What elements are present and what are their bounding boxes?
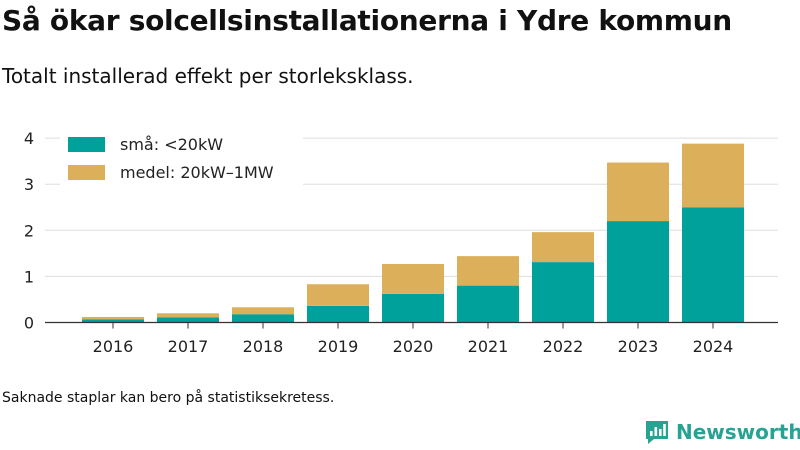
legend-label: små: <20kW: [120, 135, 223, 154]
legend-swatch: [68, 137, 105, 152]
bar-segment-medium: [457, 256, 519, 286]
legend-label: medel: 20kW–1MW: [120, 163, 274, 182]
bar-segment-small: [157, 317, 219, 323]
y-tick-label: 1: [24, 267, 34, 286]
x-tick-label: 2024: [693, 337, 734, 356]
legend: små: <20kW medel: 20kW–1MW: [60, 126, 303, 186]
x-tick-label: 2019: [318, 337, 359, 356]
x-tick-label: 2022: [543, 337, 584, 356]
x-axis: 2016 2017 2018 2019 2020 2021 2022 2023 2024: [93, 322, 734, 356]
bar-segment-small: [532, 262, 594, 323]
chart-subtitle: Totalt installerad effekt per storlekskl…: [2, 64, 414, 88]
x-tick-label: 2016: [93, 337, 134, 356]
bar-segment-medium: [307, 284, 369, 306]
bar-segment-small: [457, 285, 519, 323]
bar-segment-medium: [232, 307, 294, 315]
bar-segment-small: [382, 293, 444, 323]
bar-segment-medium: [532, 232, 594, 263]
brand-name: Newsworthy: [676, 420, 800, 444]
x-tick-label: 2021: [468, 337, 509, 356]
footnote: Saknade staplar kan bero på statistiksek…: [2, 390, 335, 406]
y-tick-label: 3: [24, 175, 34, 194]
bar-segment-medium: [682, 143, 744, 208]
x-tick-label: 2017: [168, 337, 209, 356]
bar-segment-medium: [82, 316, 144, 320]
chart-title: Så ökar solcellsinstallationerna i Ydre …: [2, 4, 732, 37]
legend-swatch: [68, 165, 105, 180]
bar-segment-small: [232, 314, 294, 323]
y-tick-label: 0: [24, 314, 34, 333]
y-tick-label: 2: [24, 221, 34, 240]
x-tick-label: 2018: [243, 337, 284, 356]
y-axis: 0 1 2 3 4: [24, 129, 34, 332]
brand-logo[interactable]: Newsworthy: [644, 419, 800, 445]
bar-segment-medium: [382, 263, 444, 294]
bar-segment-small: [82, 319, 144, 323]
bar-segment-small: [307, 305, 369, 323]
bars: [82, 143, 744, 323]
y-tick-label: 4: [24, 129, 34, 148]
x-tick-label: 2020: [393, 337, 434, 356]
bar-segment-medium: [157, 313, 219, 318]
newsworthy-logo-icon: [646, 421, 668, 444]
bar-segment-medium: [607, 162, 669, 222]
x-tick-label: 2023: [618, 337, 659, 356]
bar-segment-small: [682, 207, 744, 323]
bar-segment-small: [607, 221, 669, 323]
